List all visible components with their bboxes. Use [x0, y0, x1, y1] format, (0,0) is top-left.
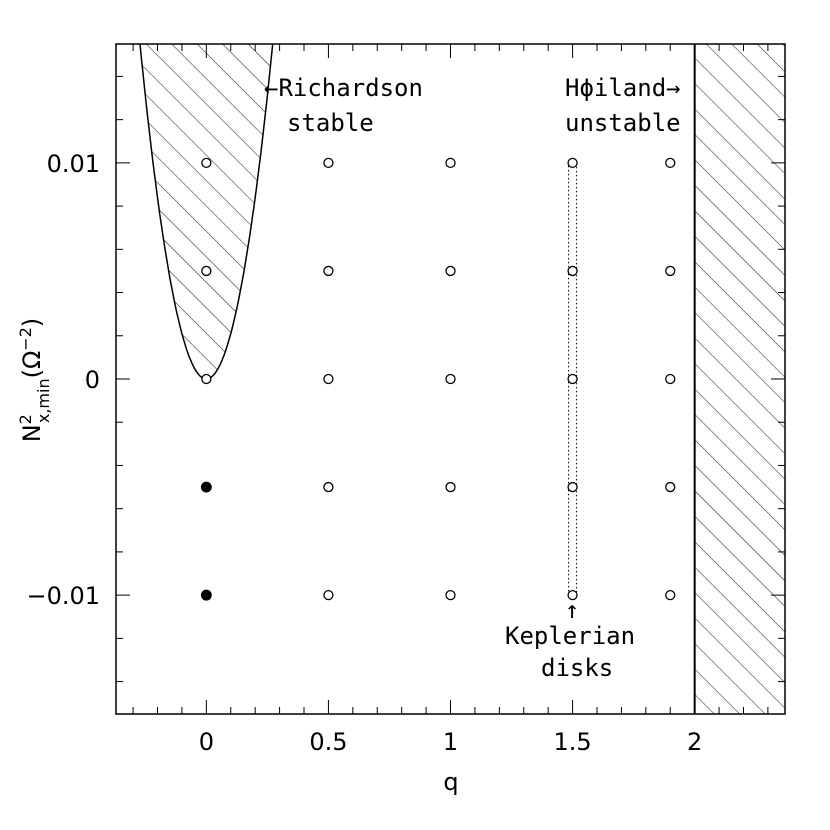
open-data-point	[567, 481, 578, 493]
keplerian-arrow: ↑	[565, 596, 579, 624]
open-data-point	[665, 157, 676, 169]
open-data-point	[665, 589, 676, 601]
open-data-point	[445, 265, 456, 277]
y-axis-unit: (Ω	[18, 351, 46, 379]
open-data-point	[445, 589, 456, 601]
x-tick-label: 1.5	[553, 728, 591, 756]
y-tick-label: 0	[85, 366, 100, 394]
open-data-point	[445, 157, 456, 169]
hoiland-label: Hϕiland→	[565, 74, 681, 102]
open-data-point	[323, 373, 334, 385]
open-data-point	[323, 265, 334, 277]
filled-data-point	[200, 589, 212, 601]
open-data-point	[323, 481, 334, 493]
open-data-point	[323, 157, 334, 169]
hoiland-unstable-region	[694, 44, 785, 714]
tick-labels: 0 0.5 1 1.5 2 0.01 0 −0.01	[26, 150, 702, 756]
x-tick-label: 1	[443, 728, 458, 756]
open-data-point	[445, 481, 456, 493]
richardson-sublabel: stable	[287, 109, 374, 137]
axis-ticks	[116, 44, 785, 714]
open-data-point	[201, 157, 212, 169]
filled-data-point	[200, 481, 212, 493]
open-data-point	[665, 481, 676, 493]
open-data-point	[201, 373, 212, 385]
y-axis-sub: x,min	[34, 378, 53, 423]
richardson-label: ←Richardson	[264, 74, 423, 102]
keplerian-sublabel: disks	[541, 654, 613, 682]
open-data-point	[201, 265, 212, 277]
open-data-point	[567, 157, 578, 169]
x-tick-label: 0.5	[309, 728, 347, 756]
open-data-point	[567, 589, 578, 601]
y-axis-title: N2x,min(Ω−2)	[16, 318, 53, 443]
x-tick-label: 0	[199, 728, 214, 756]
open-data-point	[567, 373, 578, 385]
data-points	[200, 157, 676, 601]
open-data-point	[665, 373, 676, 385]
y-axis-sup: 2	[16, 414, 35, 424]
x-axis-title: q	[443, 768, 458, 796]
stability-regions	[139, 44, 785, 714]
hoiland-sublabel: unstable	[565, 109, 681, 137]
open-data-point	[665, 265, 676, 277]
open-data-point	[567, 265, 578, 277]
richardson-stable-region	[140, 44, 273, 379]
x-tick-label: 2	[687, 728, 702, 756]
open-data-point	[323, 589, 334, 601]
y-tick-label: −0.01	[26, 582, 100, 610]
svg-text:N2x,min(Ω−2): N2x,min(Ω−2)	[16, 318, 53, 443]
keplerian-label: Keplerian	[505, 622, 635, 650]
y-axis-unit-close: )	[18, 318, 46, 327]
y-tick-label: 0.01	[47, 150, 100, 178]
open-data-point	[445, 373, 456, 385]
y-axis-unit-sup: −2	[16, 327, 35, 351]
y-axis-main: N	[18, 424, 46, 442]
